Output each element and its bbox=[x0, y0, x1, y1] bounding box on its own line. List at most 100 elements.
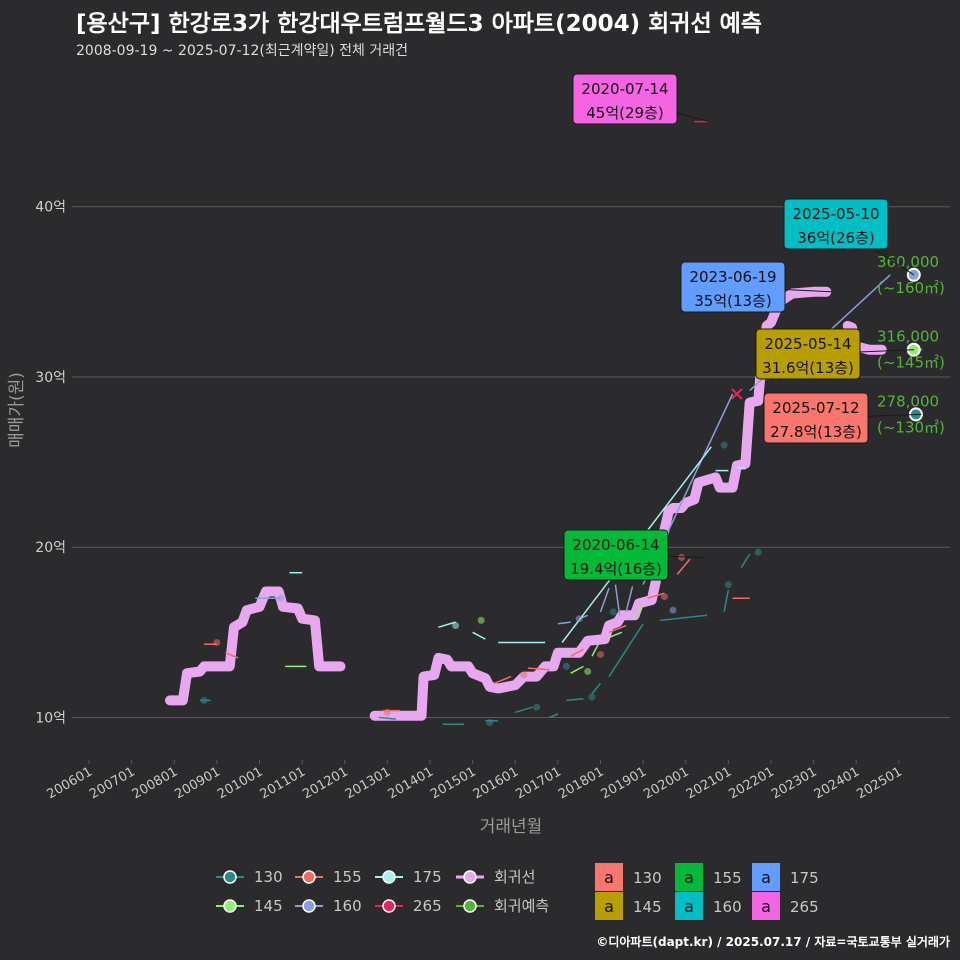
grid-layer bbox=[72, 206, 950, 718]
chart-subtitle: 2008-09-19 ~ 2025-07-12(최근계약일) 전체 거래건 bbox=[76, 43, 408, 59]
callout-date: 2025-05-14 bbox=[764, 335, 851, 353]
legend-swatch bbox=[752, 892, 780, 920]
callout-box bbox=[755, 328, 861, 380]
legend-swatch-label: 130 bbox=[633, 869, 662, 887]
series-line-130 bbox=[608, 623, 644, 678]
x-tick-label: 202301 bbox=[769, 764, 819, 802]
series-line-175 bbox=[736, 466, 746, 470]
legend-key-dot bbox=[382, 899, 396, 913]
callout-2025-07-12: 2025-07-12 27.8억(13층) bbox=[763, 392, 922, 444]
cross-marker bbox=[731, 388, 743, 400]
callout-date: 2025-05-10 bbox=[792, 205, 879, 223]
transaction-point bbox=[486, 719, 494, 727]
regression-line bbox=[369, 286, 832, 721]
x-tick-label: 201001 bbox=[215, 764, 265, 802]
legend-swatch-label: 265 bbox=[790, 898, 819, 916]
transaction-point bbox=[562, 662, 570, 670]
legend-swatch-glyph: a bbox=[761, 897, 771, 916]
legend-key-dot bbox=[223, 899, 237, 913]
legend-key-dot bbox=[223, 870, 237, 884]
transaction-point bbox=[383, 708, 391, 716]
y-tick-label: 10억 bbox=[35, 710, 66, 726]
legend-swatch-glyph: a bbox=[604, 897, 614, 916]
transaction-point bbox=[200, 696, 208, 704]
x-tick-label: 200701 bbox=[87, 764, 137, 802]
legend-swatch-label: 145 bbox=[633, 898, 662, 916]
forecast-area-label: (~145㎡) bbox=[877, 354, 945, 372]
legend-label: 회귀예측 bbox=[494, 897, 549, 915]
series-line-130 bbox=[660, 614, 708, 622]
legend-swatch bbox=[595, 892, 623, 920]
callout-date: 2025-07-12 bbox=[772, 399, 859, 417]
x-tick-label: 202101 bbox=[684, 764, 734, 802]
series-line-130 bbox=[740, 553, 751, 568]
legend-label: 회귀선 bbox=[494, 868, 535, 886]
callout-2023-06-19: 2023-06-19 35억(13층) bbox=[680, 261, 834, 313]
callout-box bbox=[563, 529, 669, 581]
transaction-point bbox=[677, 553, 685, 561]
series-line-155 bbox=[225, 652, 239, 659]
callout-2020-06-14: 2020-06-14 19.4억(16층) bbox=[563, 529, 705, 581]
transaction-point bbox=[724, 581, 732, 589]
legend-swatch-label: 160 bbox=[713, 898, 742, 916]
callout-2020-07-14: 2020-07-14 45억(29층) bbox=[572, 73, 710, 125]
forecast-price-label: 278,000 bbox=[877, 392, 939, 410]
legend-swatch-glyph: a bbox=[604, 868, 614, 887]
transaction-point bbox=[597, 650, 605, 658]
x-tick-label: 201201 bbox=[300, 764, 350, 802]
y-tick-label: 20억 bbox=[35, 540, 66, 556]
forecast-area-label: (~130㎡) bbox=[877, 418, 945, 436]
callout-value: 35억(13층) bbox=[694, 292, 771, 310]
y-axis-title: 매매가(원) bbox=[7, 372, 27, 448]
transaction-point bbox=[720, 441, 728, 449]
x-tick-label: 201801 bbox=[556, 764, 606, 802]
legend-swatch bbox=[752, 863, 780, 891]
legend-swatch-label: 155 bbox=[713, 869, 742, 887]
legend-swatch bbox=[675, 892, 703, 920]
legend: 130 155 175 회귀선 145 160 265 회귀예측 a 130 a 155 a 175 a 14… bbox=[216, 863, 819, 920]
x-tick-label: 201501 bbox=[428, 764, 478, 802]
callout-date: 2020-07-14 bbox=[581, 80, 668, 98]
transaction-point bbox=[588, 693, 596, 701]
callout-value: 45억(29층) bbox=[586, 104, 663, 122]
callout-value: 36억(26층) bbox=[797, 229, 874, 247]
x-tick-label: 202501 bbox=[854, 764, 904, 802]
legend-key-dot bbox=[463, 899, 477, 913]
series-line-145 bbox=[591, 643, 600, 657]
x-tick-label: 202401 bbox=[812, 764, 862, 802]
callout-2025-05-10: 2025-05-10 36억(26층) bbox=[783, 198, 915, 276]
legend-label: 130 bbox=[254, 868, 283, 886]
series-line-155 bbox=[608, 624, 627, 633]
transaction-point bbox=[533, 703, 541, 711]
source-credit: ©디아파트(dapt.kr) / 2025.07.17 / 자료=국토교통부 실… bbox=[596, 935, 950, 949]
legend-swatch-glyph: a bbox=[684, 868, 694, 887]
series-line-130 bbox=[549, 713, 559, 719]
series-line-160 bbox=[625, 586, 634, 613]
x-axis-title: 거래년월 bbox=[480, 817, 543, 837]
legend-swatch-label: 175 bbox=[790, 869, 819, 887]
legend-key-dot bbox=[302, 870, 316, 884]
legend-label: 145 bbox=[254, 897, 283, 915]
regression-line bbox=[165, 586, 346, 706]
forecast-price-label: 316,000 bbox=[877, 328, 939, 346]
x-tick-label: 201301 bbox=[343, 764, 393, 802]
series-line-130 bbox=[378, 716, 396, 720]
x-tick-label: 201901 bbox=[599, 764, 649, 802]
transaction-point bbox=[609, 608, 617, 616]
legend-swatch-glyph: a bbox=[761, 868, 771, 887]
callout-value: 27.8억(13층) bbox=[770, 423, 862, 441]
x-tick-label: 200801 bbox=[130, 764, 180, 802]
series-line-145 bbox=[608, 631, 623, 639]
series-line-155 bbox=[527, 667, 550, 671]
transaction-point bbox=[213, 639, 221, 647]
transaction-point bbox=[452, 622, 460, 630]
legend-label: 265 bbox=[413, 897, 442, 915]
transaction-point bbox=[669, 606, 677, 614]
series-line-160 bbox=[599, 587, 610, 613]
series-line-155 bbox=[647, 592, 665, 600]
legend-label: 160 bbox=[333, 897, 362, 915]
transaction-point bbox=[520, 671, 528, 679]
x-tick-label: 201601 bbox=[471, 764, 521, 802]
y-tick-label: 40억 bbox=[35, 200, 66, 216]
transaction-point bbox=[575, 615, 583, 623]
